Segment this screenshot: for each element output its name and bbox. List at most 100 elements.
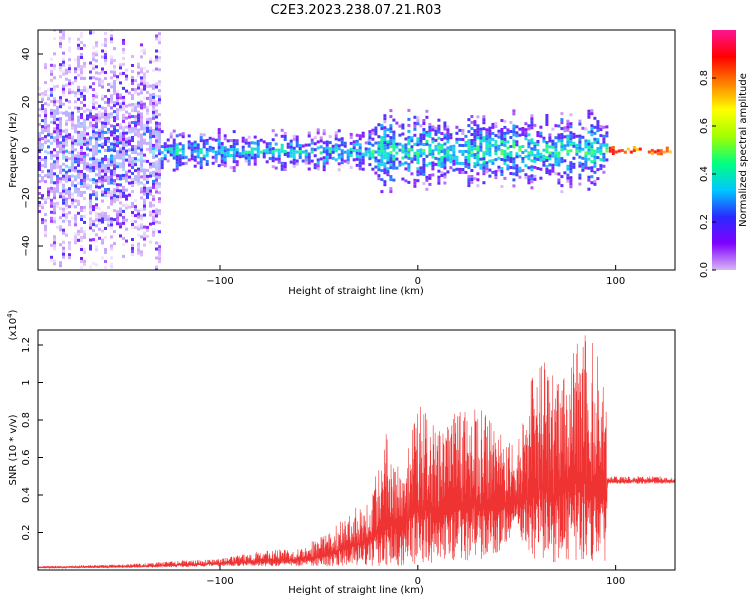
heatmap-cell xyxy=(155,85,158,89)
heatmap-cell xyxy=(593,137,597,141)
heatmap-cell xyxy=(407,165,411,169)
heatmap-cell xyxy=(101,169,104,173)
heatmap-cell xyxy=(131,115,134,118)
heatmap-cell xyxy=(50,57,53,61)
heatmap-cell xyxy=(524,131,528,135)
heatmap-cell xyxy=(584,139,588,143)
heatmap-cell xyxy=(89,223,92,227)
heatmap-cell xyxy=(92,193,95,197)
heatmap-cell xyxy=(446,131,450,135)
heatmap-cell xyxy=(512,130,516,134)
heatmap-cell xyxy=(334,134,338,138)
heatmap-cell xyxy=(280,143,284,147)
heatmap-cell xyxy=(551,142,555,146)
heatmap-cell xyxy=(77,232,80,236)
heatmap-cell xyxy=(578,149,582,153)
heatmap-cell xyxy=(485,152,489,156)
heatmap-cell xyxy=(413,121,417,125)
heatmap-cell xyxy=(122,143,125,147)
heatmap-cell xyxy=(187,143,191,147)
heatmap-cell xyxy=(488,144,492,148)
heatmap-cell xyxy=(62,201,65,205)
heatmap-cell xyxy=(50,87,53,91)
heatmap-cell xyxy=(262,149,266,153)
heatmap-cell xyxy=(377,150,381,154)
heatmap-cell xyxy=(244,153,248,157)
heatmap-cell xyxy=(53,259,56,263)
heatmap-cell xyxy=(310,141,314,145)
heatmap-cell xyxy=(416,122,420,126)
heatmap-cell xyxy=(211,149,215,153)
heatmap-cell xyxy=(155,175,158,179)
heatmap-cell xyxy=(199,148,203,152)
heatmap-cell xyxy=(437,118,441,122)
heatmap-cell xyxy=(536,167,540,170)
heatmap-cell xyxy=(131,151,134,154)
heatmap-cell xyxy=(497,156,501,160)
heatmap-cell xyxy=(71,144,74,148)
heatmap-cell xyxy=(92,58,95,62)
heatmap-cell xyxy=(587,115,591,119)
heatmap-cell xyxy=(158,197,161,201)
heatmap-cell xyxy=(509,157,513,160)
heatmap-cell xyxy=(599,152,603,156)
heatmap-cell xyxy=(518,127,522,131)
heatmap-cell xyxy=(572,156,576,160)
heatmap-cell xyxy=(253,153,257,157)
heatmap-cell xyxy=(77,85,80,89)
heatmap-cell xyxy=(202,157,206,161)
heatmap-cell xyxy=(131,70,134,73)
heatmap-cell xyxy=(277,148,281,152)
heatmap-cell xyxy=(71,162,74,166)
heatmap-cell xyxy=(110,19,113,22)
heatmap-cell xyxy=(95,149,98,153)
heatmap-cell xyxy=(247,150,251,154)
heatmap-cell xyxy=(44,93,47,97)
heatmap-cell xyxy=(193,149,197,153)
heatmap-cell xyxy=(232,160,236,164)
heatmap-cell xyxy=(104,179,107,182)
heatmap-cell xyxy=(119,177,122,181)
heatmap-cell xyxy=(494,170,498,174)
heatmap-cell xyxy=(485,134,489,138)
heatmap-cell xyxy=(104,167,107,170)
heatmap-cell xyxy=(377,135,381,139)
heatmap-cell xyxy=(449,160,453,164)
heatmap-cell xyxy=(125,170,128,174)
heatmap-cell xyxy=(107,103,110,107)
heatmap-cell xyxy=(140,118,143,122)
heatmap-cell xyxy=(125,206,128,210)
heatmap-cell xyxy=(146,147,149,151)
heatmap-cell xyxy=(62,87,65,91)
heatmap-cell xyxy=(86,165,89,169)
heatmap-cell xyxy=(196,146,200,150)
heatmap-cell xyxy=(119,189,122,193)
heatmap-cell xyxy=(146,126,149,130)
heatmap-cell xyxy=(89,199,92,203)
heatmap-cell xyxy=(482,172,486,176)
heatmap-cell xyxy=(527,166,531,170)
heatmap-cell xyxy=(137,74,140,78)
heatmap-cell xyxy=(71,117,74,121)
heatmap-cell xyxy=(62,219,65,223)
heatmap-cell xyxy=(361,161,365,165)
heatmap-cell xyxy=(104,110,107,113)
heatmap-cell xyxy=(392,142,396,146)
heatmap-cell xyxy=(92,274,95,277)
heatmap-cell xyxy=(440,156,444,159)
heatmap-cell xyxy=(518,175,522,179)
heatmap-cell xyxy=(146,90,149,94)
heatmap-cell xyxy=(464,170,468,174)
heatmap-cell xyxy=(374,165,378,169)
heatmap-cell xyxy=(131,238,134,241)
heatmap-cell xyxy=(65,140,68,144)
heatmap-cell xyxy=(337,153,341,157)
heatmap-cell xyxy=(322,168,326,172)
heatmap-cell xyxy=(47,97,50,101)
heatmap-cell xyxy=(122,158,125,162)
heatmap-cell xyxy=(47,172,50,176)
heatmap-cell xyxy=(527,139,531,143)
heatmap-cell xyxy=(62,60,65,64)
heatmap-cell xyxy=(605,125,609,129)
heatmap-cell xyxy=(134,115,137,119)
